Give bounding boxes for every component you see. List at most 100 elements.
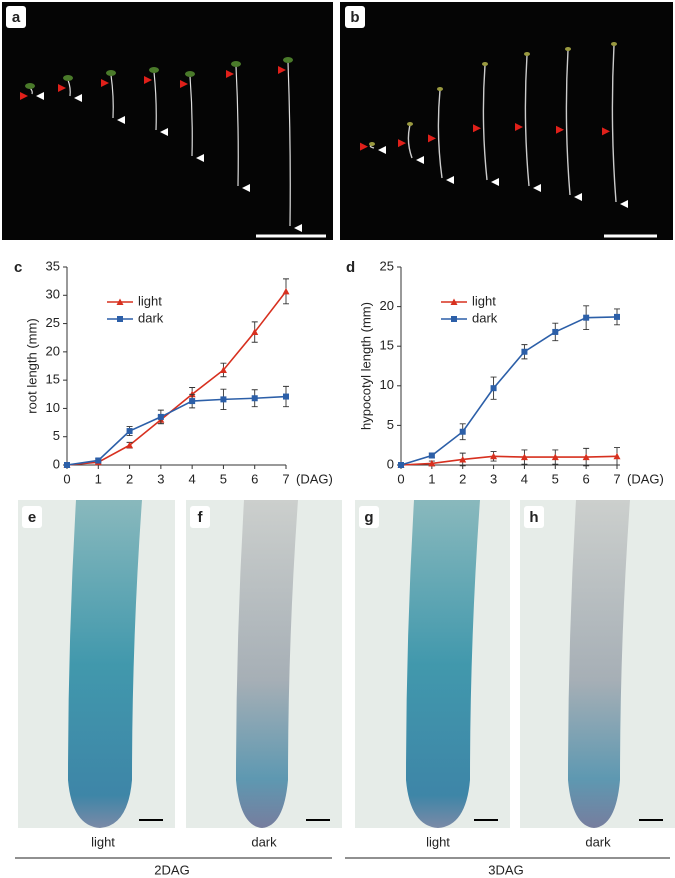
arrowhead xyxy=(473,124,481,133)
photo-caption: dark xyxy=(585,834,611,849)
cotyledon xyxy=(149,67,159,73)
y-tick-label: 20 xyxy=(380,298,394,313)
cotyledon xyxy=(482,62,488,66)
arrowhead xyxy=(196,154,204,162)
panel-label-bg xyxy=(6,6,26,28)
y-tick-label: 5 xyxy=(53,428,60,443)
root xyxy=(236,500,298,828)
x-tick-label: 2 xyxy=(459,471,466,486)
seedlings xyxy=(20,42,628,232)
cotyledon xyxy=(565,47,571,51)
arrowhead xyxy=(515,123,523,132)
y-tick-label: 30 xyxy=(46,287,60,302)
marker xyxy=(450,298,458,305)
y-tick-label: 10 xyxy=(46,400,60,415)
arrowhead xyxy=(180,80,188,88)
y-tick-label: 25 xyxy=(46,315,60,330)
cotyledon xyxy=(437,87,443,91)
x-axis-label: (DAG) xyxy=(627,471,664,486)
arrowhead xyxy=(74,94,82,102)
legend-label: light xyxy=(472,293,496,308)
x-tick-label: 4 xyxy=(521,471,528,486)
marker xyxy=(251,328,259,336)
marker xyxy=(582,453,590,461)
marker xyxy=(157,413,164,420)
photo-caption: light xyxy=(91,834,115,849)
y-axis-label: root length (mm) xyxy=(24,318,39,413)
arrowhead xyxy=(101,79,109,87)
marker xyxy=(521,348,528,355)
panel-label-bg xyxy=(524,506,544,528)
arrowhead xyxy=(278,66,286,74)
x-tick-label: 2 xyxy=(126,471,133,486)
marker xyxy=(551,453,559,461)
arrowhead xyxy=(446,176,454,184)
legend-label: dark xyxy=(472,310,498,325)
arrowhead xyxy=(160,128,168,136)
x-tick-label: 4 xyxy=(189,471,196,486)
marker xyxy=(398,462,404,468)
photo-caption: dark xyxy=(251,834,277,849)
arrowhead xyxy=(574,193,582,201)
cotyledon xyxy=(611,42,617,46)
panel-label: h xyxy=(529,509,538,526)
arrowhead xyxy=(533,184,541,192)
x-tick-label: 7 xyxy=(282,471,289,486)
marker xyxy=(490,452,498,460)
seedling xyxy=(110,74,114,119)
root-photos: e f g h xyxy=(18,500,675,828)
panel-label-bg xyxy=(359,506,379,528)
arrowhead xyxy=(294,224,302,232)
panel-label: f xyxy=(198,509,204,526)
arrowhead xyxy=(398,139,406,148)
panel-label: a xyxy=(12,9,21,26)
root xyxy=(406,500,480,828)
arrowhead xyxy=(620,200,628,208)
marker xyxy=(95,457,102,464)
photo-b xyxy=(340,2,673,240)
cotyledon xyxy=(63,75,73,81)
marker xyxy=(552,328,559,335)
y-tick-label: 0 xyxy=(53,456,60,471)
root xyxy=(68,500,142,828)
panel-label-bg xyxy=(190,506,210,528)
seedling xyxy=(235,65,239,187)
seedling xyxy=(189,75,193,157)
cotyledon xyxy=(369,142,375,146)
arrowhead xyxy=(58,84,66,92)
marker xyxy=(219,366,227,373)
panel-label: g xyxy=(364,509,373,526)
y-tick-label: 10 xyxy=(380,377,394,392)
group-label: 2DAG xyxy=(154,862,189,877)
x-tick-label: 6 xyxy=(251,471,258,486)
legend-label: light xyxy=(138,293,162,308)
panel-label: e xyxy=(28,509,36,526)
cotyledon xyxy=(106,70,116,76)
marker xyxy=(428,459,436,467)
marker xyxy=(64,462,70,468)
x-tick-label: 3 xyxy=(157,471,164,486)
arrowhead xyxy=(416,156,424,164)
y-tick-label: 20 xyxy=(46,343,60,358)
x-tick-label: 6 xyxy=(583,471,590,486)
photo-a xyxy=(2,2,333,240)
panel-label-bg xyxy=(345,6,365,28)
panel-label-bg xyxy=(22,506,42,528)
arrowhead xyxy=(144,76,152,84)
marker xyxy=(490,385,497,392)
seedling xyxy=(565,49,571,196)
arrowhead xyxy=(491,178,499,186)
arrowhead xyxy=(602,127,610,136)
seedling xyxy=(153,71,157,131)
x-tick-label: 3 xyxy=(490,471,497,486)
marker xyxy=(189,398,196,405)
arrowhead xyxy=(226,70,234,78)
arrowhead xyxy=(360,142,368,151)
seedling xyxy=(287,61,291,227)
marker xyxy=(251,395,258,402)
marker xyxy=(451,316,457,322)
x-tick-label: 5 xyxy=(552,471,559,486)
cotyledon xyxy=(185,71,195,77)
marker xyxy=(614,313,620,320)
seedling xyxy=(524,54,530,187)
